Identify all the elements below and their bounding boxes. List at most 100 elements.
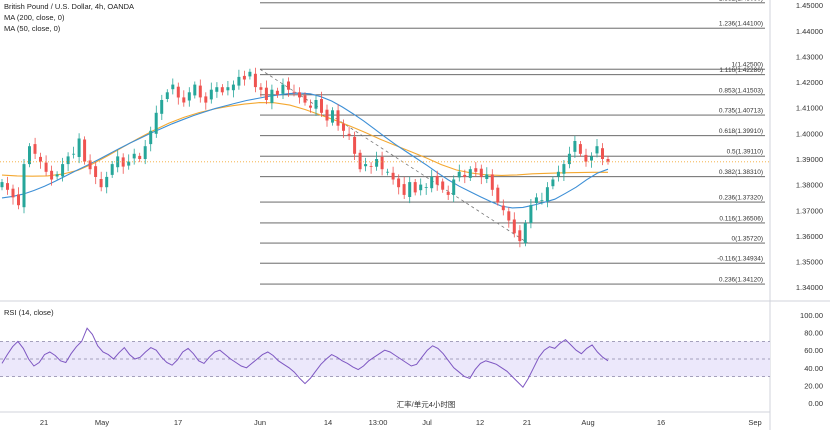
time-tick-label: Jul [422,418,432,427]
candle-body [331,110,334,123]
candle-body [490,174,494,190]
candle-body [441,181,445,190]
candle-body [83,139,87,162]
candle-body [446,191,450,195]
candle-body [314,100,318,109]
candle-body [72,153,76,155]
candle-body [430,176,434,189]
candle-body [160,100,164,114]
price-tick-label: 1.44000 [796,27,823,36]
candle-body [94,166,98,177]
candle-body [281,84,285,94]
time-tick-label: Jun [254,418,266,427]
time-tick-label: 21 [40,418,48,427]
price-tick-label: 1.41000 [796,104,823,113]
time-tick-label: May [95,418,109,427]
candle-body [242,75,246,80]
candle-body [215,87,219,92]
legend-rsi: RSI (14, close) [4,308,54,317]
candle-body [545,187,549,201]
time-tick-label: Sep [748,418,761,427]
candle-body [347,133,351,136]
candle-body [61,164,65,177]
candle-body [501,205,505,211]
candle-body [99,179,103,188]
candle-body [551,179,555,187]
candle-body [154,112,158,134]
candle-body [419,184,423,191]
price-tick-label: 1.36000 [796,232,823,241]
fib-level-label: -0.116(1.34934) [717,256,763,263]
price-tick-label: 1.43000 [796,52,823,61]
candle-body [325,109,329,121]
candle-body [369,166,373,167]
rsi-tick-label: 100.00 [800,311,823,320]
candle-body [320,99,323,113]
candle-body [562,164,566,174]
candle-body [358,152,362,170]
rsi-tick-label: 60.00 [804,346,823,355]
rsi-tick-label: 0.00 [808,399,823,408]
price-tick-label: 1.39000 [796,155,823,164]
candle-body [479,168,483,177]
candle-body [408,182,412,197]
candle-body [187,92,191,101]
candle-body [578,144,582,154]
candle-body [204,96,208,103]
price-tick-label: 1.35000 [796,258,823,267]
candle-body [424,187,428,188]
price-tick-label: 1.45000 [796,1,823,10]
candle-body [39,156,42,162]
candle-body [496,187,500,203]
candle-body [413,182,417,193]
rsi-tick-label: 40.00 [804,364,823,373]
candle-body [226,87,230,91]
time-tick-label: 12 [476,418,484,427]
candle-body [336,110,340,126]
candle-body [50,170,54,180]
candle-body [342,123,345,131]
candle-body [518,230,522,242]
candle-body [77,138,81,157]
legend-ma200: MA (200, close, 0) [4,13,65,22]
candle-body [149,130,153,145]
candle-body [66,156,70,165]
time-tick-label: 16 [657,418,665,427]
candle-body [601,148,604,159]
candle-body [512,219,516,234]
candle-body [44,162,48,172]
crosshair-time-label: 汇率/单元4小时图 [397,399,456,409]
rsi-line [1,327,609,389]
candle-body [463,174,467,177]
candle-body [353,136,357,154]
time-tick-label: 13:00 [369,418,388,427]
candle-body [606,159,610,162]
candle-body [529,205,533,223]
ma200-line [1,102,608,177]
candle-body [22,164,26,208]
candle-body [452,179,456,195]
candle-body [380,156,384,170]
candle-body [435,175,439,185]
candle-body [171,84,175,90]
fib-level-label: 0.236(1.37320) [719,195,763,202]
candle-body [540,200,544,201]
candle-body [523,223,527,244]
candle-body [33,144,37,154]
fib-level-label: 0.382(1.38310) [719,169,763,176]
fib-level-label: 0.236(1.34120) [719,277,763,284]
price-tick-label: 1.40000 [796,129,823,138]
time-tick-label: 17 [174,418,182,427]
fib-level-label: 1.382(1.45090) [719,0,763,2]
candle-body [0,182,4,188]
candle-body [386,171,390,173]
candle-body [485,174,489,179]
candle-body [287,81,290,90]
candle-body [110,164,114,175]
candle-body [28,146,31,165]
candle-body [534,197,538,203]
candle-body [556,171,560,177]
rsi-tick-label: 80.00 [804,329,823,338]
fib-level-label: 0.5(1.39110) [727,149,763,156]
